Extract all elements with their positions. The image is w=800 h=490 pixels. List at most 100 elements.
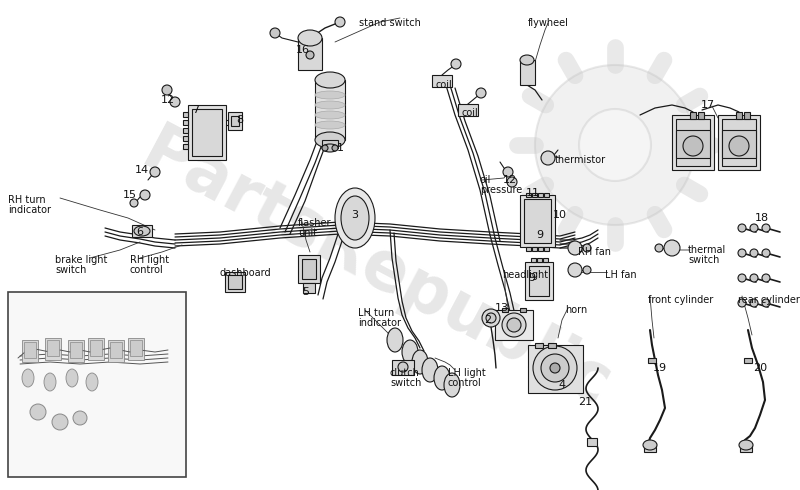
Circle shape [30,404,46,420]
Circle shape [507,177,517,187]
Circle shape [398,362,408,372]
Ellipse shape [434,366,450,390]
Circle shape [762,224,770,232]
Circle shape [150,167,160,177]
Ellipse shape [22,369,34,387]
Ellipse shape [134,226,150,236]
Text: RH light: RH light [130,255,169,265]
Text: 13: 13 [495,303,509,313]
Bar [108,340,124,362]
Circle shape [541,354,569,382]
Bar [303,283,315,293]
Circle shape [482,309,500,327]
Circle shape [73,411,87,425]
Bar [8,292,186,477]
Bar [22,340,38,362]
Bar [538,193,543,197]
Ellipse shape [315,111,345,119]
Ellipse shape [520,55,534,65]
Bar [676,119,710,166]
Text: 18: 18 [755,213,769,223]
Circle shape [579,109,651,181]
Ellipse shape [739,440,753,450]
Text: 16: 16 [296,45,310,55]
Bar [520,60,535,85]
Text: oil: oil [480,175,491,185]
Text: 5: 5 [302,287,310,297]
Text: control: control [130,265,164,275]
Bar [302,259,316,279]
Text: flasher: flasher [298,218,331,228]
Bar [532,247,537,251]
Ellipse shape [315,132,345,148]
Bar [718,115,760,170]
Ellipse shape [643,440,657,450]
Text: 21: 21 [578,397,592,407]
Text: 1: 1 [337,143,343,153]
Circle shape [738,249,746,257]
Bar [520,195,555,247]
Bar [744,112,750,119]
Text: 12: 12 [503,175,517,185]
Text: 15: 15 [123,190,137,200]
Text: 9: 9 [537,230,543,240]
Circle shape [762,249,770,257]
Bar [90,340,102,356]
Circle shape [738,274,746,282]
Bar [648,358,656,363]
Bar [495,310,533,340]
Circle shape [535,65,695,225]
Ellipse shape [322,145,328,151]
Text: brake light: brake light [55,255,107,265]
Bar [744,358,752,363]
Text: LH turn: LH turn [358,308,394,318]
Bar [183,120,188,125]
Text: RH fan: RH fan [578,247,611,257]
Bar [544,193,549,197]
Ellipse shape [444,373,460,397]
Text: indicator: indicator [8,205,51,215]
Text: thermistor: thermistor [555,155,606,165]
Text: switch: switch [55,265,86,275]
Bar [192,109,222,156]
Text: horn: horn [565,305,587,315]
Bar [298,255,320,283]
Bar [183,136,188,141]
Bar [529,266,549,296]
Bar [644,444,656,452]
Text: flywheel: flywheel [527,18,569,28]
Bar [68,340,84,362]
Circle shape [655,244,663,252]
Bar [45,338,61,360]
Ellipse shape [315,91,345,99]
Circle shape [541,151,555,165]
Circle shape [503,167,513,177]
Ellipse shape [341,196,369,240]
Bar [130,340,142,356]
Bar [47,340,59,356]
Bar [24,342,36,358]
Circle shape [750,299,758,307]
Bar [544,247,549,251]
Bar [520,308,526,312]
Circle shape [476,88,486,98]
Circle shape [738,299,746,307]
Ellipse shape [315,121,345,129]
Text: pressure: pressure [480,185,522,195]
Bar [225,272,245,292]
Ellipse shape [332,145,338,151]
Circle shape [507,318,521,332]
Text: control: control [448,378,482,388]
Circle shape [568,241,582,255]
Circle shape [140,190,150,200]
Circle shape [550,363,560,373]
Text: rear cylinder: rear cylinder [738,295,800,305]
Text: 14: 14 [135,165,149,175]
Text: indicator: indicator [358,318,401,328]
Ellipse shape [322,144,338,152]
Text: 8: 8 [237,115,243,125]
Bar [432,75,452,87]
Circle shape [750,249,758,257]
Bar [458,104,478,116]
Bar [502,308,508,312]
